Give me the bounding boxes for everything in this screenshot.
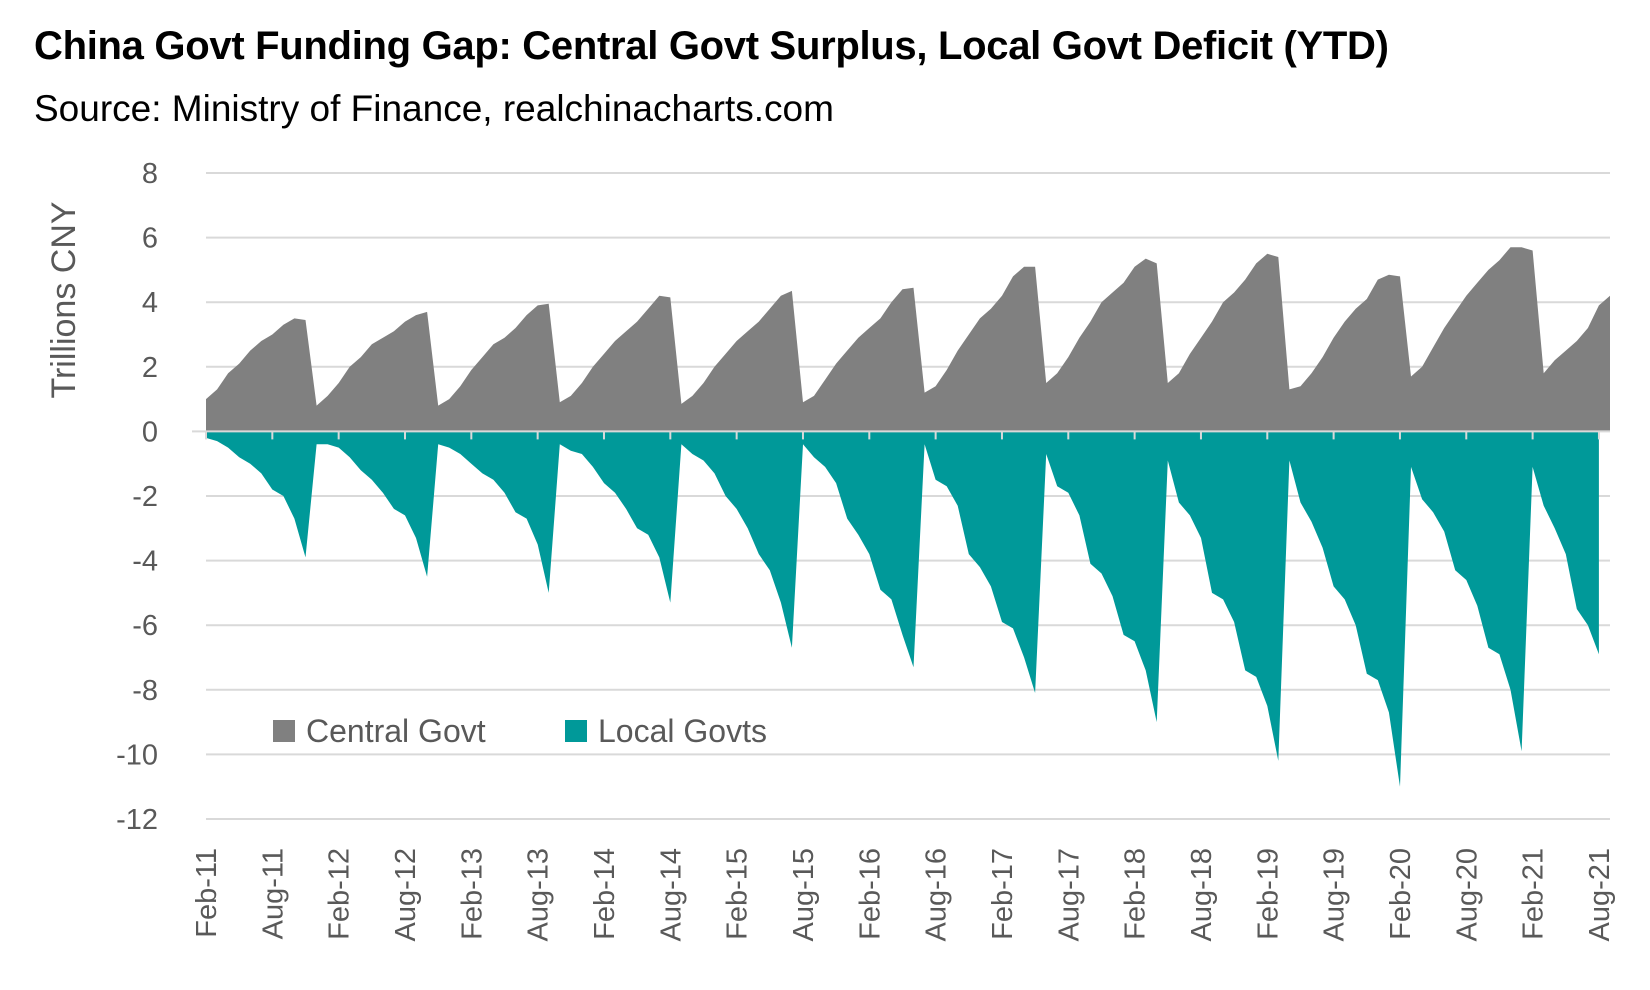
x-tick-label: Feb-11 xyxy=(191,848,223,938)
axes xyxy=(192,430,1610,440)
x-tick-label: Aug-13 xyxy=(523,848,555,942)
y-tick-label: 6 xyxy=(142,223,158,255)
x-tick-label: Feb-15 xyxy=(722,848,754,940)
x-tick-label: Aug-20 xyxy=(1451,848,1483,942)
x-tick-label: Aug-21 xyxy=(1584,848,1616,942)
y-tick-label: -6 xyxy=(132,610,158,642)
y-tick-label: -10 xyxy=(116,739,158,771)
chart-subtitle: Source: Ministry of Finance, realchinach… xyxy=(34,88,834,129)
legend-swatch-central-govt xyxy=(273,720,295,742)
y-tick-label: 0 xyxy=(142,416,158,448)
x-tick-labels: Feb-11 Aug-11 Feb-12 Aug-12 Feb-13 Aug-13 Feb-… xyxy=(191,848,1616,942)
y-tick-label: 8 xyxy=(142,158,158,190)
chart-title: China Govt Funding Gap: Central Govt Sur… xyxy=(34,24,1389,68)
x-tick-label: Feb-12 xyxy=(324,848,356,940)
legend-label-local-govts: Local Govts xyxy=(598,713,767,749)
x-tick-label: Aug-16 xyxy=(921,848,953,942)
legend: Central Govt Local Govts xyxy=(273,713,767,749)
x-tick-label: Feb-21 xyxy=(1518,848,1550,940)
area-central-govt xyxy=(206,247,1610,432)
legend-label-central-govt: Central Govt xyxy=(306,713,486,749)
x-tick-label: Feb-18 xyxy=(1120,848,1152,940)
x-tick-label: Feb-20 xyxy=(1385,848,1417,940)
x-tick-label: Feb-13 xyxy=(456,848,488,940)
y-tick-label: -12 xyxy=(116,804,158,836)
x-tick-label: Feb-19 xyxy=(1252,848,1284,940)
y-axis-label: Trillions CNY xyxy=(45,201,83,398)
y-tick-label: 4 xyxy=(142,287,158,319)
area-series xyxy=(206,247,1610,787)
x-tick-label: Aug-18 xyxy=(1186,848,1218,942)
x-tick-label: Feb-17 xyxy=(987,848,1019,940)
x-tick-label: Feb-16 xyxy=(854,848,886,940)
x-tick-label: Aug-17 xyxy=(1053,848,1085,942)
y-tick-label: -4 xyxy=(132,546,158,578)
legend-swatch-local-govts xyxy=(565,720,587,742)
y-tick-labels: 8 6 4 2 0 -2 -4 -6 -8 -10 -12 xyxy=(116,158,158,836)
x-tick-label: Aug-15 xyxy=(788,848,820,942)
y-tick-label: -8 xyxy=(132,675,158,707)
x-tick-label: Aug-14 xyxy=(655,848,687,942)
y-tick-label: 2 xyxy=(142,352,158,384)
area-local-govts xyxy=(206,431,1599,787)
x-tick-label: Aug-11 xyxy=(257,848,289,939)
x-tick-label: Aug-12 xyxy=(390,848,422,942)
x-tick-label: Aug-19 xyxy=(1319,848,1351,942)
x-tick-label: Feb-14 xyxy=(589,848,621,940)
y-tick-label: -2 xyxy=(132,481,158,513)
